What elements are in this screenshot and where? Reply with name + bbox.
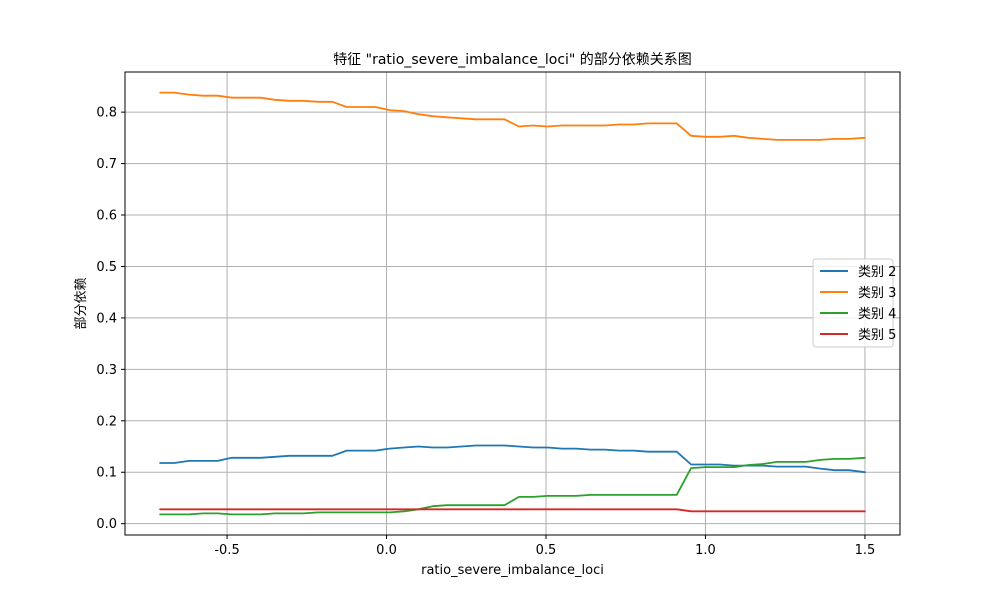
y-tick-label: 0.5 — [96, 260, 117, 275]
chart-title: 特征 "ratio_severe_imbalance_loci" 的部分依赖关系… — [333, 52, 692, 68]
legend-label: 类别 5 — [858, 328, 896, 343]
x-tick-label: 0.5 — [536, 543, 557, 558]
y-axis-ticks: 0.0 0.1 0.2 0.3 0.4 0.5 0.6 0.7 0.8 — [96, 106, 125, 532]
plot-frame — [124, 71, 901, 536]
y-tick-label: 0.3 — [96, 363, 117, 378]
grid-lines — [125, 72, 900, 535]
x-axis-ticks: -0.5 0.0 0.5 1.0 1.5 — [214, 535, 875, 558]
x-tick-label: 1.5 — [855, 543, 876, 558]
legend-label: 类别 3 — [858, 286, 896, 301]
series-line-4 — [159, 456, 866, 516]
y-tick-label: 0.0 — [96, 517, 117, 532]
y-tick-label: 0.4 — [96, 311, 117, 326]
x-tick-label: 0.0 — [376, 543, 397, 558]
y-tick-label: 0.8 — [96, 106, 117, 121]
series-layer — [159, 91, 866, 516]
series-line-3 — [159, 91, 866, 141]
y-tick-label: 0.2 — [96, 414, 117, 429]
y-axis-label: 部分依赖 — [74, 277, 89, 329]
y-tick-label: 0.7 — [96, 157, 117, 172]
series-line-5 — [159, 508, 866, 513]
x-tick-label: 1.0 — [695, 543, 716, 558]
x-axis-label: ratio_severe_imbalance_loci — [421, 563, 604, 578]
legend-label: 类别 4 — [858, 307, 896, 322]
y-tick-label: 0.6 — [96, 209, 117, 224]
legend-box — [812, 258, 894, 348]
legend: 类别 2 类别 3 类别 4 类别 5 — [812, 258, 896, 348]
legend-label: 类别 2 — [858, 265, 896, 280]
x-tick-label: -0.5 — [214, 543, 239, 558]
y-tick-label: 0.1 — [96, 466, 117, 481]
